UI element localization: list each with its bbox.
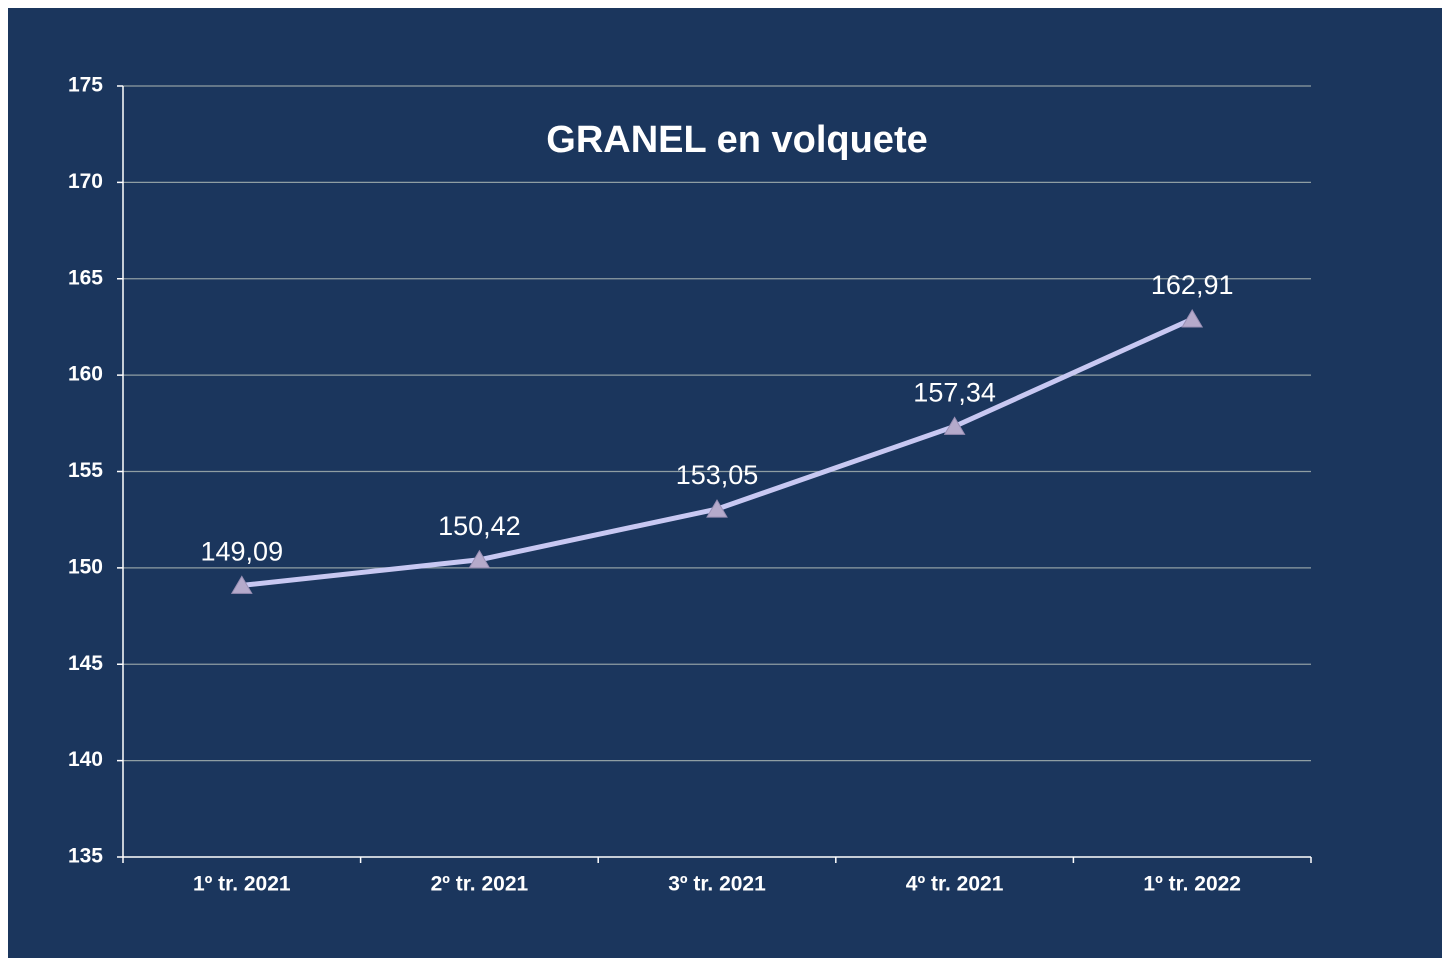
marker [1181,309,1204,328]
value-label: 153,05 [676,460,759,490]
y-tick-label: 140 [68,748,103,771]
y-tick-label: 135 [68,845,103,868]
x-tick-label: 1º tr. 2022 [1143,873,1241,896]
x-tick-label: 3º tr. 2021 [668,873,766,896]
value-label: 157,34 [913,378,996,408]
y-tick-label: 145 [68,652,103,675]
chart-title: GRANEL en volquete [546,119,927,161]
y-tick-label: 150 [68,555,103,578]
y-tick-label: 155 [68,459,103,482]
chart-background [8,8,1442,958]
x-tick-label: 4º tr. 2021 [906,873,1004,896]
y-tick-label: 165 [68,266,103,289]
marker [706,499,728,518]
value-label: 162,91 [1151,270,1234,300]
value-label: 149,09 [201,537,284,567]
marker [230,575,253,594]
marker [468,549,491,569]
y-tick-label: 160 [68,363,103,386]
y-tick-label: 170 [68,170,103,193]
y-tick-label: 175 [68,74,103,97]
marker [943,416,966,435]
x-tick-label: 1º tr. 2021 [193,873,291,896]
value-label: 150,42 [438,511,521,541]
x-tick-label: 2º tr. 2021 [431,873,529,896]
